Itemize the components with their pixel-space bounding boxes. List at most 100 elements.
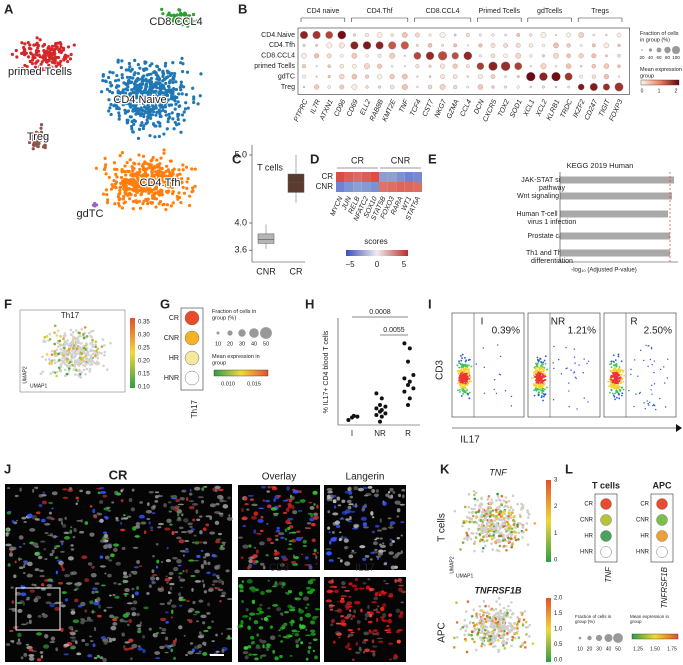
- dot: [339, 84, 345, 90]
- cell-dot: [156, 100, 161, 104]
- cell: [359, 648, 363, 652]
- heat-cell: [336, 172, 345, 182]
- cell-dot: [20, 41, 24, 45]
- cell: [251, 503, 258, 507]
- cell: [256, 532, 262, 535]
- cell-dot: [161, 108, 165, 112]
- event: [612, 386, 615, 389]
- cell-dot: [151, 91, 156, 95]
- cell: [371, 530, 376, 534]
- event: [616, 370, 619, 372]
- cell: [94, 590, 99, 594]
- cell: [246, 579, 253, 584]
- cell: [96, 597, 101, 602]
- cell-dot: [42, 54, 46, 58]
- cell-dot: [510, 601, 513, 604]
- cell-dot: [178, 104, 182, 108]
- cell: [332, 499, 337, 504]
- cell: [178, 539, 185, 544]
- cell-dot: [51, 349, 54, 353]
- cell-dot: [453, 646, 456, 649]
- cell: [67, 488, 74, 492]
- cell: [294, 501, 301, 504]
- cell: [242, 615, 249, 618]
- cell: [396, 508, 401, 513]
- cell-dot: [494, 527, 498, 530]
- cell: [262, 644, 265, 649]
- cell-dot: [465, 531, 468, 535]
- cell-dot: [173, 72, 177, 76]
- cell: [187, 650, 194, 655]
- cell-dot: [135, 90, 139, 94]
- cell-dot: [86, 350, 90, 354]
- cell-dot: [69, 333, 73, 336]
- cell-dot: [31, 56, 35, 60]
- point: [407, 346, 412, 351]
- event: [539, 375, 542, 378]
- cell-dot: [179, 80, 183, 84]
- dot: [491, 85, 495, 89]
- cell-dot: [517, 531, 521, 535]
- cell-dot: [148, 85, 152, 89]
- cell-dot: [513, 636, 517, 640]
- cell-dot: [505, 505, 509, 508]
- event: [650, 348, 653, 350]
- cell: [99, 500, 104, 504]
- cell: [85, 490, 91, 495]
- cell: [38, 504, 43, 508]
- gene-label: XCL1: [522, 99, 536, 119]
- y-tick-label: 3.6: [234, 245, 247, 255]
- cell: [190, 528, 195, 531]
- cell-dot: [166, 98, 170, 102]
- cell-dot: [479, 502, 483, 506]
- cell: [228, 514, 231, 517]
- cell: [137, 647, 143, 651]
- cell: [331, 579, 334, 583]
- cell-dot: [134, 96, 138, 100]
- cell-dot: [468, 520, 472, 524]
- cell: [376, 637, 383, 640]
- cell: [28, 619, 32, 625]
- cell-dot: [191, 86, 195, 90]
- cell-dot: [167, 11, 171, 15]
- cell: [372, 652, 376, 657]
- cell-dot: [169, 91, 173, 95]
- cell: [389, 524, 393, 527]
- cell: [250, 498, 254, 501]
- cell-dot: [500, 624, 503, 627]
- cell: [201, 579, 205, 583]
- cell-dot: [33, 136, 38, 140]
- cell: [209, 531, 216, 535]
- event: [534, 387, 537, 390]
- cell-dot: [474, 491, 478, 495]
- cell: [171, 604, 177, 608]
- cell: [176, 513, 180, 517]
- event: [617, 368, 620, 371]
- population-label: T cells: [437, 513, 448, 542]
- percent-label: 2.50%: [644, 326, 672, 337]
- cell: [326, 589, 333, 594]
- cell: [248, 544, 252, 548]
- cell-dot: [134, 102, 138, 107]
- event: [469, 376, 472, 379]
- cell-dot: [486, 619, 490, 622]
- cell-dot: [91, 352, 95, 356]
- cell-dot: [159, 156, 163, 160]
- cell-dot: [482, 636, 486, 640]
- cell: [36, 658, 42, 662]
- cell: [130, 657, 133, 661]
- cell-dot: [102, 167, 107, 172]
- cell: [280, 612, 284, 617]
- cell: [160, 617, 167, 622]
- cell-dot: [164, 75, 169, 80]
- cell-dot: [161, 91, 165, 95]
- cell: [40, 540, 46, 543]
- cell: [201, 564, 205, 570]
- event: [458, 389, 461, 391]
- cell: [137, 629, 142, 634]
- cell-dot: [494, 508, 498, 512]
- cell: [351, 549, 355, 552]
- cell: [308, 642, 312, 645]
- cell-dot: [72, 335, 75, 339]
- cell-dot: [137, 86, 141, 90]
